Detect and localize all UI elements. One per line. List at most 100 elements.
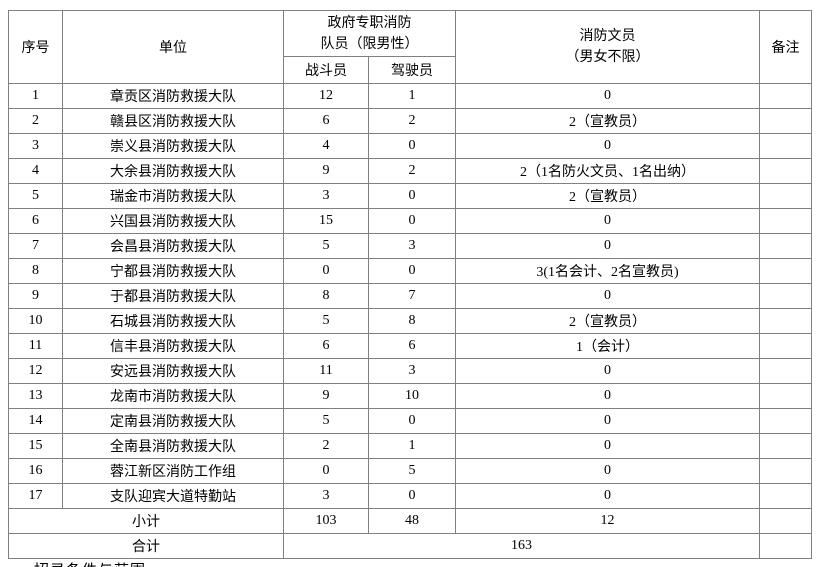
- table-row: 2 赣县区消防救援大队 6 2 2（宣教员）: [8, 108, 812, 134]
- cell-clerk: 0: [455, 408, 760, 434]
- total-value: 163: [283, 533, 760, 559]
- recruitment-table: 序号 单位 政府专职消防 队员（限男性） 消防文员 （男女不限） 备注 战斗员 …: [8, 10, 812, 559]
- cell-clerk: 2（宣教员）: [455, 108, 760, 134]
- cell-unit: 宁都县消防救援大队: [62, 258, 284, 284]
- footer-section-heading: 一、招录条件与范围: [2, 559, 146, 567]
- table-row: 7 会昌县消防救援大队 5 3 0: [8, 233, 812, 259]
- cell-clerk: 3(1名会计、2名宣教员): [455, 258, 760, 284]
- cell-unit: 兴国县消防救援大队: [62, 208, 284, 234]
- subtotal-fighter: 103: [283, 508, 369, 534]
- cell-unit: 崇义县消防救援大队: [62, 133, 284, 159]
- cell-remark: [759, 358, 812, 384]
- cell-driver: 2: [368, 158, 456, 184]
- table-row: 4 大余县消防救援大队 9 2 2（1名防火文员、1名出纳）: [8, 158, 812, 184]
- cell-driver: 0: [368, 133, 456, 159]
- cell-fighter: 4: [283, 133, 369, 159]
- cell-clerk: 0: [455, 483, 760, 509]
- cell-fighter: 6: [283, 333, 369, 359]
- cell-fighter: 3: [283, 183, 369, 209]
- cell-unit: 蓉江新区消防工作组: [62, 458, 284, 484]
- cell-no: 6: [8, 208, 63, 234]
- cell-clerk: 0: [455, 283, 760, 309]
- col-header-fighter: 战斗员: [283, 56, 369, 84]
- table-row: 11 信丰县消防救援大队 6 6 1（会计）: [8, 333, 812, 359]
- cell-clerk: 2（宣教员）: [455, 183, 760, 209]
- table-row: 3 崇义县消防救援大队 4 0 0: [8, 133, 812, 159]
- cell-no: 5: [8, 183, 63, 209]
- table-row: 8 宁都县消防救援大队 0 0 3(1名会计、2名宣教员): [8, 258, 812, 284]
- col-header-remark: 备注: [759, 10, 812, 84]
- cell-clerk: 1（会计）: [455, 333, 760, 359]
- cell-unit: 龙南市消防救援大队: [62, 383, 284, 409]
- cell-clerk: 0: [455, 458, 760, 484]
- col-header-clerk-line2: （男女不限）: [565, 50, 650, 65]
- col-header-group-firefighters: 政府专职消防 队员（限男性）: [283, 10, 456, 57]
- cell-clerk: 0: [455, 233, 760, 259]
- cell-no: 7: [8, 233, 63, 259]
- cell-fighter: 5: [283, 233, 369, 259]
- subtotal-label: 小计: [8, 508, 284, 534]
- cell-fighter: 5: [283, 308, 369, 334]
- cell-driver: 5: [368, 458, 456, 484]
- cell-driver: 0: [368, 183, 456, 209]
- col-header-group-line1: 政府专职消防: [327, 15, 412, 31]
- cell-driver: 0: [368, 483, 456, 509]
- cell-fighter: 12: [283, 83, 369, 109]
- cell-driver: 0: [368, 408, 456, 434]
- cell-clerk: 0: [455, 433, 760, 459]
- table-row: 9 于都县消防救援大队 8 7 0: [8, 283, 812, 309]
- total-label: 合计: [8, 533, 284, 559]
- table-row: 16 蓉江新区消防工作组 0 5 0: [8, 458, 812, 484]
- cell-fighter: 9: [283, 383, 369, 409]
- cell-remark: [759, 433, 812, 459]
- cell-driver: 1: [368, 433, 456, 459]
- cell-clerk: 2（宣教员）: [455, 308, 760, 334]
- cell-remark: [759, 258, 812, 284]
- cell-remark: [759, 383, 812, 409]
- cell-driver: 3: [368, 358, 456, 384]
- cell-clerk: 0: [455, 208, 760, 234]
- cell-fighter: 5: [283, 408, 369, 434]
- table-row: 5 瑞金市消防救援大队 3 0 2（宣教员）: [8, 183, 812, 209]
- cell-unit: 全南县消防救援大队: [62, 433, 284, 459]
- subtotal-driver: 48: [368, 508, 456, 534]
- cell-unit: 瑞金市消防救援大队: [62, 183, 284, 209]
- cell-fighter: 0: [283, 258, 369, 284]
- cell-remark: [759, 308, 812, 334]
- cell-clerk: 0: [455, 133, 760, 159]
- cell-driver: 7: [368, 283, 456, 309]
- cell-driver: 8: [368, 308, 456, 334]
- cell-clerk: 0: [455, 358, 760, 384]
- cell-clerk: 0: [455, 383, 760, 409]
- cell-no: 14: [8, 408, 63, 434]
- cell-unit: 定南县消防救援大队: [62, 408, 284, 434]
- cell-unit: 赣县区消防救援大队: [62, 108, 284, 134]
- cell-unit: 石城县消防救援大队: [62, 308, 284, 334]
- cell-unit: 章贡区消防救援大队: [62, 83, 284, 109]
- cell-no: 16: [8, 458, 63, 484]
- cell-remark: [759, 233, 812, 259]
- table-row: 6 兴国县消防救援大队 15 0 0: [8, 208, 812, 234]
- col-header-no: 序号: [8, 10, 63, 84]
- cell-driver: 6: [368, 333, 456, 359]
- header-row-1: 序号 单位 政府专职消防 队员（限男性） 消防文员 （男女不限） 备注: [8, 10, 812, 84]
- cell-no: 9: [8, 283, 63, 309]
- col-header-unit: 单位: [62, 10, 284, 84]
- cell-fighter: 9: [283, 158, 369, 184]
- cell-unit: 于都县消防救援大队: [62, 283, 284, 309]
- col-header-driver: 驾驶员: [368, 56, 456, 84]
- cell-driver: 10: [368, 383, 456, 409]
- cell-unit: 大余县消防救援大队: [62, 158, 284, 184]
- cell-remark: [759, 133, 812, 159]
- cell-clerk: 0: [455, 83, 760, 109]
- cell-no: 8: [8, 258, 63, 284]
- cell-no: 4: [8, 158, 63, 184]
- cell-no: 10: [8, 308, 63, 334]
- table-row: 13 龙南市消防救援大队 9 10 0: [8, 383, 812, 409]
- col-header-group-line2: 队员（限男性）: [320, 36, 419, 52]
- cell-fighter: 0: [283, 458, 369, 484]
- cell-remark: [759, 158, 812, 184]
- cell-no: 11: [8, 333, 63, 359]
- cell-no: 13: [8, 383, 63, 409]
- table-row: 12 安远县消防救援大队 11 3 0: [8, 358, 812, 384]
